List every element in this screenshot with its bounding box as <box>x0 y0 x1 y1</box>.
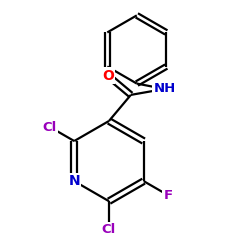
Text: Cl: Cl <box>102 223 116 236</box>
Text: O: O <box>102 68 114 82</box>
Text: Cl: Cl <box>43 120 57 134</box>
Text: N: N <box>68 174 80 188</box>
Text: NH: NH <box>153 82 176 96</box>
Text: F: F <box>164 189 172 202</box>
